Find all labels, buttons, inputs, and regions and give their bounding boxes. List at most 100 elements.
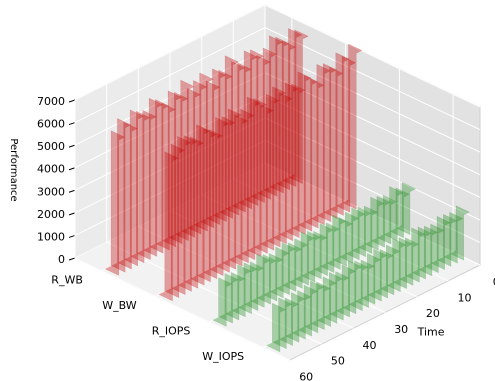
- bar: [259, 93, 281, 251]
- bar: [380, 244, 401, 296]
- bar: [437, 213, 458, 267]
- bar: [164, 143, 186, 299]
- bar: [418, 225, 439, 277]
- bar: [285, 83, 306, 238]
- bar: [383, 186, 404, 242]
- bar: [338, 211, 360, 264]
- bar: [357, 205, 379, 254]
- x-tick-label: 10: [458, 291, 472, 304]
- bar: [275, 242, 296, 296]
- z-tick-label: 5000: [37, 140, 65, 153]
- bar: [262, 253, 284, 302]
- bar: [237, 262, 258, 315]
- bar: [319, 222, 341, 273]
- y-grid-line: [155, 43, 347, 297]
- bar: [288, 238, 309, 289]
- bar: [155, 102, 176, 251]
- bar: [449, 205, 470, 261]
- bar: [225, 61, 246, 216]
- bar: [218, 55, 240, 219]
- bar: [212, 69, 233, 222]
- bar: [282, 28, 303, 188]
- bar: [364, 196, 385, 251]
- bar: [123, 109, 145, 267]
- bar: [348, 260, 369, 312]
- z-tick: [68, 167, 76, 171]
- bar: [171, 136, 192, 295]
- bar: [215, 116, 236, 273]
- bar: [218, 273, 239, 324]
- bar: [424, 223, 445, 274]
- bar: [310, 281, 331, 331]
- bar: [256, 254, 277, 305]
- bar: [376, 194, 398, 245]
- bar: [149, 99, 170, 254]
- bar: [244, 49, 265, 207]
- bar: [278, 82, 300, 242]
- bar: [224, 272, 246, 321]
- bar: [386, 238, 407, 293]
- x-tick-label: 0: [493, 275, 495, 288]
- bar: [297, 74, 319, 232]
- bar: [272, 92, 293, 245]
- bar: [234, 108, 255, 264]
- bar: [104, 130, 126, 276]
- bar: [250, 55, 271, 203]
- bar: [342, 43, 363, 210]
- bar: [269, 36, 290, 194]
- bar: [263, 35, 284, 197]
- bar: [405, 227, 426, 283]
- bar: [231, 264, 252, 318]
- bar: [326, 214, 347, 270]
- bar: [281, 242, 303, 292]
- bar: [209, 117, 230, 276]
- bar: [206, 68, 227, 226]
- z-tick-label: 1000: [37, 230, 65, 243]
- bar: [158, 151, 179, 302]
- bar: [316, 63, 338, 223]
- bar: [323, 272, 344, 324]
- x-tick-label: 20: [426, 307, 440, 320]
- bar: [221, 108, 243, 270]
- bar: [373, 248, 394, 299]
- bar: [291, 71, 312, 235]
- y-grid-line: [101, 17, 293, 272]
- bar: [275, 40, 297, 191]
- z-tick-label: 2000: [37, 208, 65, 221]
- bar: [231, 62, 252, 213]
- bar: [180, 87, 202, 238]
- bar: [443, 211, 464, 264]
- x-grid-line: [232, 20, 449, 282]
- bar: [300, 230, 322, 283]
- z-tick-label: 7000: [37, 95, 65, 108]
- bar: [136, 110, 157, 260]
- bar: [304, 280, 325, 334]
- bar: [342, 260, 363, 315]
- y-grid-line: [262, 94, 454, 348]
- x-grid-line: [264, 5, 481, 266]
- bar: [291, 290, 312, 340]
- bar: [370, 195, 391, 248]
- bar: [288, 29, 309, 184]
- z-tick-label: 3000: [37, 185, 65, 198]
- bar: [294, 231, 315, 286]
- bar: [161, 90, 183, 248]
- x-grid-line: [169, 52, 386, 313]
- bar: [174, 79, 195, 241]
- bar: [399, 237, 420, 286]
- bar: [354, 259, 375, 308]
- bar: [304, 78, 325, 229]
- x-grid-line: [106, 84, 322, 345]
- bar: [392, 237, 413, 289]
- bar: [212, 277, 233, 327]
- y-grid-line: [209, 68, 400, 323]
- bar: [237, 50, 259, 210]
- bar: [367, 248, 388, 302]
- bar: [272, 297, 293, 350]
- bar: [199, 80, 221, 229]
- bar: [250, 253, 271, 308]
- y-tick-label: R_WB: [51, 273, 83, 286]
- z-tick-label: 4000: [37, 163, 65, 176]
- bar: [345, 207, 366, 261]
- bar: [389, 187, 410, 239]
